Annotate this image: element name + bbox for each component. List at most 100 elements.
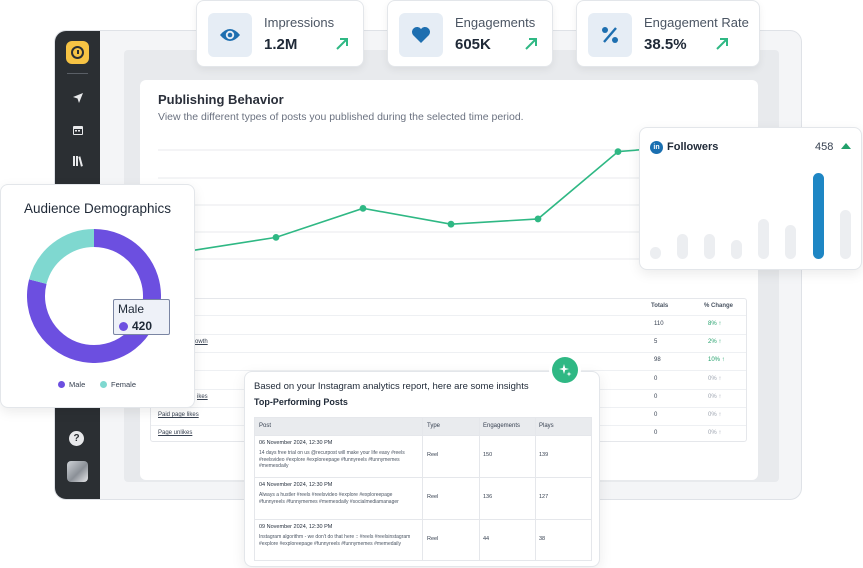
totals-header: Totals xyxy=(651,303,669,309)
post-date: 04 November 2024, 12:30 PM xyxy=(259,482,333,488)
table-header: Post Type Engagements Plays xyxy=(255,418,591,435)
series-line xyxy=(191,144,701,252)
data-point xyxy=(272,234,280,241)
followers-bar xyxy=(785,225,796,259)
column-divider xyxy=(535,418,536,560)
followers-bar xyxy=(704,234,715,259)
linkedin-icon: in xyxy=(650,141,663,154)
table-divider xyxy=(151,334,746,335)
metric-label[interactable]: ikes xyxy=(197,394,208,400)
metric-total: 0 xyxy=(654,376,658,382)
tooltip-value: 420 xyxy=(132,319,153,333)
post-header: Post xyxy=(259,423,272,429)
tooltip-label: Male xyxy=(118,302,145,316)
help-icon[interactable]: ? xyxy=(69,431,84,446)
metric-change: 2% ↑ xyxy=(708,339,722,345)
followers-bar xyxy=(813,173,824,259)
library-icon[interactable] xyxy=(67,150,88,171)
kpi-engagements[interactable]: Engagements 605K xyxy=(387,0,553,67)
publishing-behavior-subtitle: View the different types of posts you pu… xyxy=(158,111,524,123)
post-caption: 14 days free trial on us @recurpost will… xyxy=(259,450,405,469)
post-caption: Always a hustler #reels #reelsvideo #exp… xyxy=(259,492,399,505)
kpi-value: 38.5% xyxy=(644,36,687,53)
avatar[interactable] xyxy=(67,461,88,482)
table-divider xyxy=(151,352,746,353)
post-type: Reel xyxy=(427,536,439,542)
followers-bar xyxy=(840,210,851,259)
kpi-engagement-rate[interactable]: Engagement Rate 38.5% xyxy=(576,0,760,67)
change-header: % Change xyxy=(704,303,734,309)
table-row[interactable]: 06 November 2024, 12:30 PM 14 days free … xyxy=(255,435,591,477)
percent-icon xyxy=(588,13,632,57)
followers-title: Followers xyxy=(667,141,719,153)
metric-total: 0 xyxy=(654,394,658,400)
kpi-label: Engagement Rate xyxy=(644,15,749,30)
metric-change: 10% ↑ xyxy=(708,357,725,363)
data-point xyxy=(614,148,622,155)
post-plays: 38 xyxy=(539,536,546,542)
metric-change: 0% ↑ xyxy=(708,376,722,382)
metric-total: 110 xyxy=(654,321,664,327)
type-header: Type xyxy=(427,423,441,429)
legend-female-label: Female xyxy=(111,380,137,389)
top-posts-table: Post Type Engagements Plays 06 November … xyxy=(254,417,592,561)
eye-icon xyxy=(208,13,252,57)
kpi-value: 1.2M xyxy=(264,36,298,53)
engagements-header: Engagements xyxy=(483,423,521,429)
legend-female-swatch xyxy=(100,381,107,388)
followers-bar xyxy=(650,247,661,259)
post-date: 06 November 2024, 12:30 PM xyxy=(259,440,333,446)
donut-slice-female xyxy=(29,229,95,285)
calendar-icon[interactable] xyxy=(67,119,88,140)
column-divider xyxy=(479,418,480,560)
metric-change: 0% ↑ xyxy=(708,412,722,418)
kpi-value: 605K xyxy=(455,36,491,53)
trend-up-icon xyxy=(336,38,348,50)
donut-tooltip: Male 420 xyxy=(113,299,170,335)
legend-male-label: Male xyxy=(69,380,86,389)
demographics-donut-chart xyxy=(27,229,161,363)
table-divider xyxy=(151,370,746,371)
metric-label[interactable]: Page unlikes xyxy=(158,430,193,436)
post-engagements: 150 xyxy=(483,452,493,458)
data-point xyxy=(359,204,367,212)
trend-up-icon xyxy=(841,143,851,149)
app-logo-icon[interactable] xyxy=(66,41,89,64)
heart-icon xyxy=(399,13,443,57)
post-caption: Instagram algorithm - we don't do that h… xyxy=(259,534,411,547)
send-icon[interactable] xyxy=(67,87,88,108)
insights-title: Top-Performing Posts xyxy=(254,397,348,407)
post-type: Reel xyxy=(427,494,439,500)
metric-label[interactable]: rowth xyxy=(193,339,208,345)
followers-card[interactable]: in Followers 458 xyxy=(639,127,862,270)
publishing-behavior-title: Publishing Behavior xyxy=(158,92,284,107)
followers-bar xyxy=(731,240,742,259)
metric-total: 0 xyxy=(654,430,658,436)
kpi-impressions[interactable]: Impressions 1.2M xyxy=(196,0,364,67)
sidebar-divider xyxy=(67,73,88,74)
post-date: 09 November 2024, 12:30 PM xyxy=(259,524,333,530)
post-type: Reel xyxy=(427,452,439,458)
table-row[interactable]: 09 November 2024, 12:30 PM Instagram alg… xyxy=(255,519,591,561)
demographics-title: Audience Demographics xyxy=(23,201,172,216)
column-divider xyxy=(422,418,423,560)
metric-label[interactable]: Paid page likes xyxy=(158,412,199,418)
post-plays: 139 xyxy=(539,452,549,458)
audience-demographics-card[interactable]: Audience Demographics Male 420 Male Fema… xyxy=(0,184,195,408)
trend-up-icon xyxy=(525,38,537,50)
kpi-label: Impressions xyxy=(264,15,335,30)
legend-male-swatch xyxy=(58,381,65,388)
plays-header: Plays xyxy=(539,423,554,429)
post-engagements: 136 xyxy=(483,494,493,500)
ai-sparkle-icon[interactable] xyxy=(552,357,578,383)
post-engagements: 44 xyxy=(483,536,490,542)
insights-intro: Based on your Instagram analytics report… xyxy=(254,381,529,392)
followers-count: 458 xyxy=(815,141,834,153)
post-plays: 127 xyxy=(539,494,549,500)
table-divider xyxy=(151,315,746,316)
metric-change: 0% ↑ xyxy=(708,430,722,436)
table-row[interactable]: 04 November 2024, 12:30 PM Always a hust… xyxy=(255,477,591,519)
followers-bar xyxy=(677,234,688,259)
metric-total: 5 xyxy=(654,339,658,345)
insights-card: Based on your Instagram analytics report… xyxy=(244,371,600,567)
